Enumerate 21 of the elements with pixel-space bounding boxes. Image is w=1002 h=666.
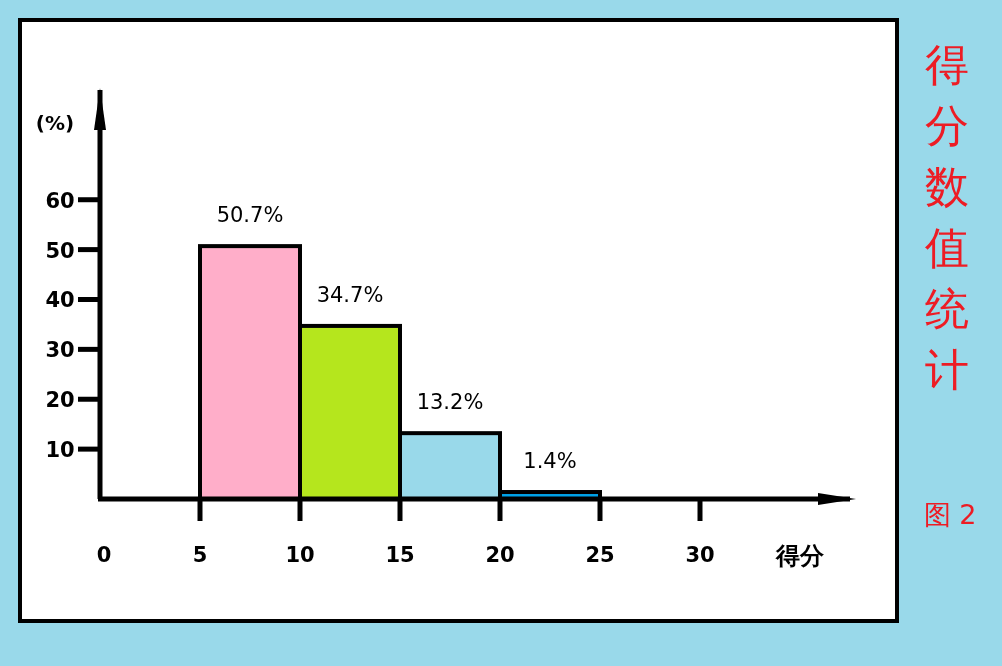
y-tick-label: 20 bbox=[45, 388, 75, 413]
data-label: 13.2% bbox=[416, 390, 484, 415]
x-tick-label: 0 bbox=[96, 543, 112, 567]
caption: 图 2 bbox=[923, 499, 977, 530]
x-tick-label: 15 bbox=[385, 543, 415, 567]
data-label: 50.7% bbox=[216, 203, 284, 228]
y-tick-label: 60 bbox=[45, 188, 75, 213]
x-tick-label: 30 bbox=[685, 543, 715, 567]
y-tick-label: 30 bbox=[45, 338, 75, 363]
y-axis-title: (%) bbox=[35, 111, 75, 135]
x-tick-label: 20 bbox=[485, 543, 515, 567]
x-tick-label: 25 bbox=[585, 543, 615, 567]
x-axis-title: 得分 bbox=[775, 542, 825, 570]
y-tick-label: 10 bbox=[45, 438, 75, 463]
y-tick-label: 50 bbox=[45, 238, 75, 263]
data-label: 1.4% bbox=[523, 449, 577, 474]
text: 得分数值统计 bbox=[925, 39, 969, 395]
x-tick-label: 10 bbox=[285, 543, 315, 567]
x-tick-label: 5 bbox=[192, 543, 208, 567]
y-tick-label: 40 bbox=[45, 288, 75, 313]
data-label: 34.7% bbox=[316, 282, 384, 307]
